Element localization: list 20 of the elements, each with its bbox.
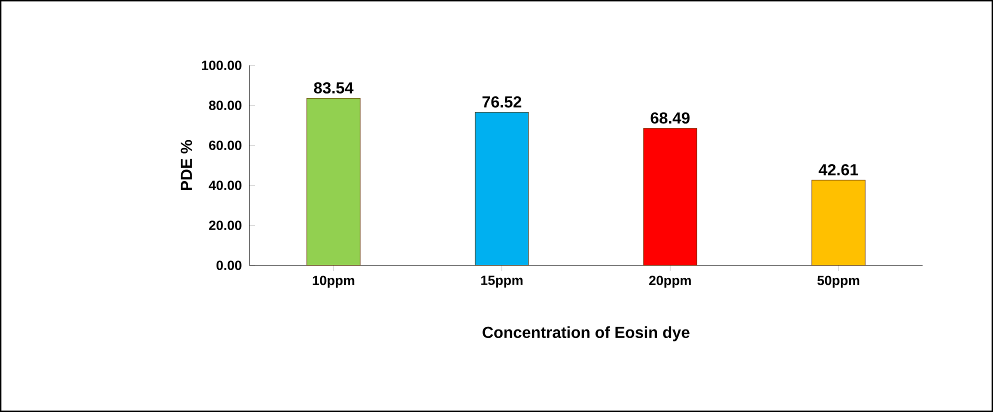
bar: [812, 180, 866, 266]
y-axis-title: PDE %: [180, 140, 192, 190]
y-tick-label: 80.00: [209, 100, 242, 110]
x-axis-title: Concentration of Eosin dye: [482, 326, 690, 342]
bar: [474, 112, 529, 266]
x-tick-label: 20ppm: [649, 276, 691, 288]
y-tick-label: 60.00: [209, 140, 242, 150]
y-tick-label: 0.00: [216, 260, 242, 270]
bar: [643, 128, 698, 266]
x-tick-label: 10ppm: [312, 276, 354, 288]
y-tick-label: 40.00: [208, 180, 242, 190]
data-label: 42.61: [818, 164, 858, 176]
x-tick-label: 15ppm: [481, 276, 523, 288]
y-tick-label: 100.00: [202, 60, 242, 70]
data-label: 83.54: [314, 82, 354, 94]
y-tick-label: 20.00: [209, 220, 242, 230]
data-label: 76.52: [482, 96, 522, 108]
bar: [306, 98, 360, 266]
data-label: 68.49: [650, 112, 690, 124]
x-tick-label: 50ppm: [817, 276, 860, 288]
